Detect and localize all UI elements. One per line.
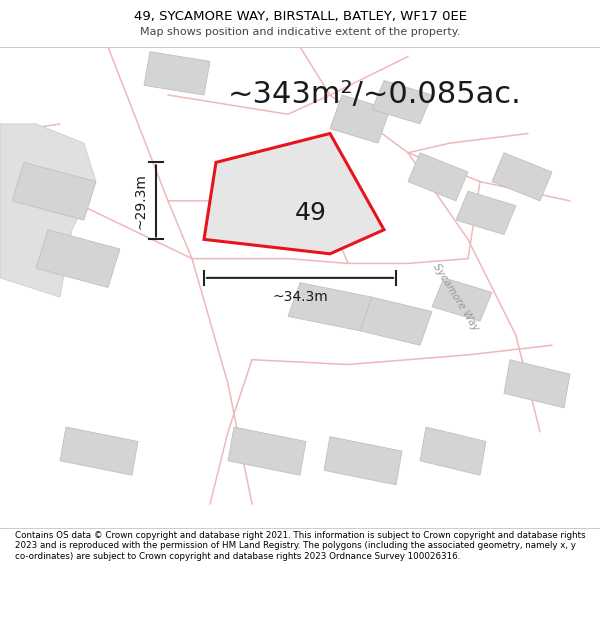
Polygon shape — [432, 278, 492, 321]
Polygon shape — [492, 152, 552, 201]
Text: Contains OS data © Crown copyright and database right 2021. This information is : Contains OS data © Crown copyright and d… — [15, 531, 586, 561]
Polygon shape — [0, 124, 96, 297]
Polygon shape — [204, 134, 384, 254]
Polygon shape — [60, 427, 138, 475]
Polygon shape — [360, 297, 432, 345]
Polygon shape — [408, 152, 468, 201]
Text: Sycamore Way: Sycamore Way — [431, 262, 481, 332]
Polygon shape — [420, 427, 486, 475]
Polygon shape — [288, 282, 372, 331]
Polygon shape — [504, 359, 570, 408]
Polygon shape — [36, 230, 120, 288]
Text: Map shows position and indicative extent of the property.: Map shows position and indicative extent… — [140, 26, 460, 36]
Text: 49, SYCAMORE WAY, BIRSTALL, BATLEY, WF17 0EE: 49, SYCAMORE WAY, BIRSTALL, BATLEY, WF17… — [133, 10, 467, 23]
Polygon shape — [330, 95, 390, 143]
Polygon shape — [144, 52, 210, 95]
Polygon shape — [372, 81, 432, 124]
Polygon shape — [324, 437, 402, 485]
Text: 49: 49 — [295, 201, 327, 226]
Polygon shape — [228, 427, 306, 475]
Text: ~34.3m: ~34.3m — [272, 290, 328, 304]
Polygon shape — [12, 162, 96, 220]
Text: ~29.3m: ~29.3m — [133, 173, 147, 229]
Text: ~343m²/~0.085ac.: ~343m²/~0.085ac. — [228, 81, 522, 109]
Polygon shape — [456, 191, 516, 234]
